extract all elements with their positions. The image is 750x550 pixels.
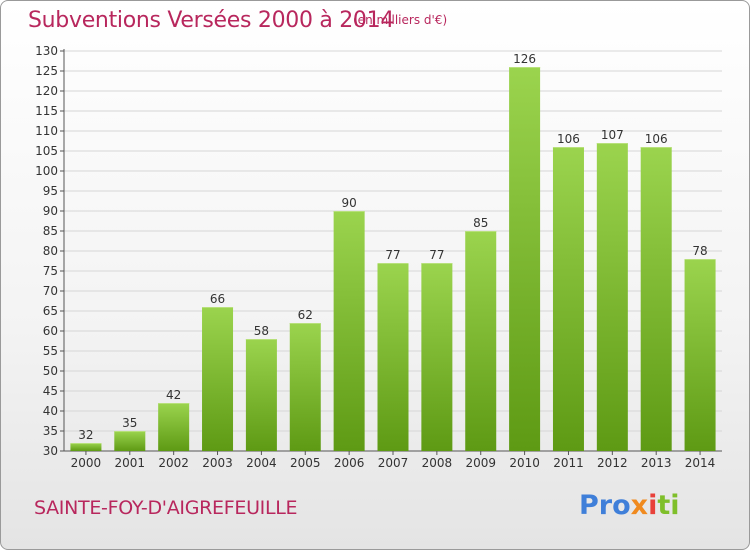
logo-part: x — [630, 490, 649, 521]
data-label: 35 — [122, 416, 137, 430]
y-tick-label: 115 — [35, 104, 58, 118]
bar — [289, 323, 321, 451]
bar — [684, 259, 716, 451]
data-label: 58 — [254, 324, 269, 338]
y-tick-label: 130 — [35, 44, 58, 58]
bar — [421, 263, 453, 451]
logo-part: i — [648, 490, 658, 521]
y-tick-label: 100 — [35, 164, 58, 178]
place-name: SAINTE-FOY-D'AIGREFEUILLE — [34, 497, 298, 519]
bar — [158, 403, 190, 451]
data-label: 32 — [78, 428, 93, 442]
proxiti-logo: Proxiti — [579, 490, 680, 521]
data-label: 77 — [385, 248, 400, 262]
x-tick-label: 2012 — [597, 456, 628, 470]
y-tick-label: 55 — [43, 344, 58, 358]
data-label: 78 — [692, 244, 707, 258]
y-tick-label: 30 — [43, 444, 58, 458]
data-label: 42 — [166, 388, 181, 402]
x-tick-label: 2008 — [422, 456, 453, 470]
y-tick-label: 80 — [43, 244, 58, 258]
bars — [70, 67, 716, 451]
y-tick-label: 35 — [43, 424, 58, 438]
y-tick-label: 40 — [43, 404, 58, 418]
x-tick-label: 2006 — [334, 456, 365, 470]
x-tick-label: 2009 — [465, 456, 496, 470]
bar — [552, 147, 584, 451]
y-tick-label: 60 — [43, 324, 58, 338]
y-tick-label: 110 — [35, 124, 58, 138]
y-tick-label: 70 — [43, 284, 58, 298]
y-tick-label: 50 — [43, 364, 58, 378]
x-tick-label: 2010 — [509, 456, 540, 470]
bar — [333, 211, 365, 451]
data-label: 107 — [601, 128, 624, 142]
x-tick-label: 2000 — [71, 456, 102, 470]
x-tick-label: 2001 — [115, 456, 146, 470]
x-tick-label: 2011 — [553, 456, 584, 470]
data-label: 85 — [473, 216, 488, 230]
y-tick-label: 90 — [43, 204, 58, 218]
x-tick-label: 2013 — [641, 456, 672, 470]
bar — [596, 143, 628, 451]
data-label: 66 — [210, 292, 225, 306]
data-label: 77 — [429, 248, 444, 262]
y-tick-label: 65 — [43, 304, 58, 318]
x-tick-label: 2014 — [685, 456, 716, 470]
chart-title: Subventions Versées 2000 à 2014 — [28, 8, 395, 33]
data-labels: 32 35 42 66 58 62 90 77 77 85 126 106 107 106 78 — [78, 52, 707, 442]
bar — [114, 431, 146, 451]
chart-subtitle: (en milliers d'€) — [353, 13, 448, 27]
x-tick-label: 2007 — [378, 456, 409, 470]
data-label: 106 — [645, 132, 668, 146]
y-tick-label: 45 — [43, 384, 58, 398]
bar — [245, 339, 277, 451]
bar — [640, 147, 672, 451]
bar — [465, 231, 497, 451]
y-tick-label: 75 — [43, 264, 58, 278]
bar — [377, 263, 409, 451]
x-tick-label: 2004 — [246, 456, 277, 470]
data-label: 90 — [341, 196, 356, 210]
y-tick-label: 105 — [35, 144, 58, 158]
bar — [70, 443, 102, 451]
x-tick-label: 2005 — [290, 456, 321, 470]
logo-part: ti — [657, 490, 680, 521]
x-tick-label: 2003 — [202, 456, 233, 470]
data-label: 126 — [513, 52, 536, 66]
bar — [509, 67, 541, 451]
y-tick-label: 85 — [43, 224, 58, 238]
y-tick-label: 125 — [35, 64, 58, 78]
logo-part: Pro — [579, 490, 631, 521]
y-tick-label: 120 — [35, 84, 58, 98]
y-tick-label: 95 — [43, 184, 58, 198]
data-label: 106 — [557, 132, 580, 146]
data-label: 62 — [298, 308, 313, 322]
x-tick-label: 2002 — [158, 456, 189, 470]
bar — [202, 307, 234, 451]
